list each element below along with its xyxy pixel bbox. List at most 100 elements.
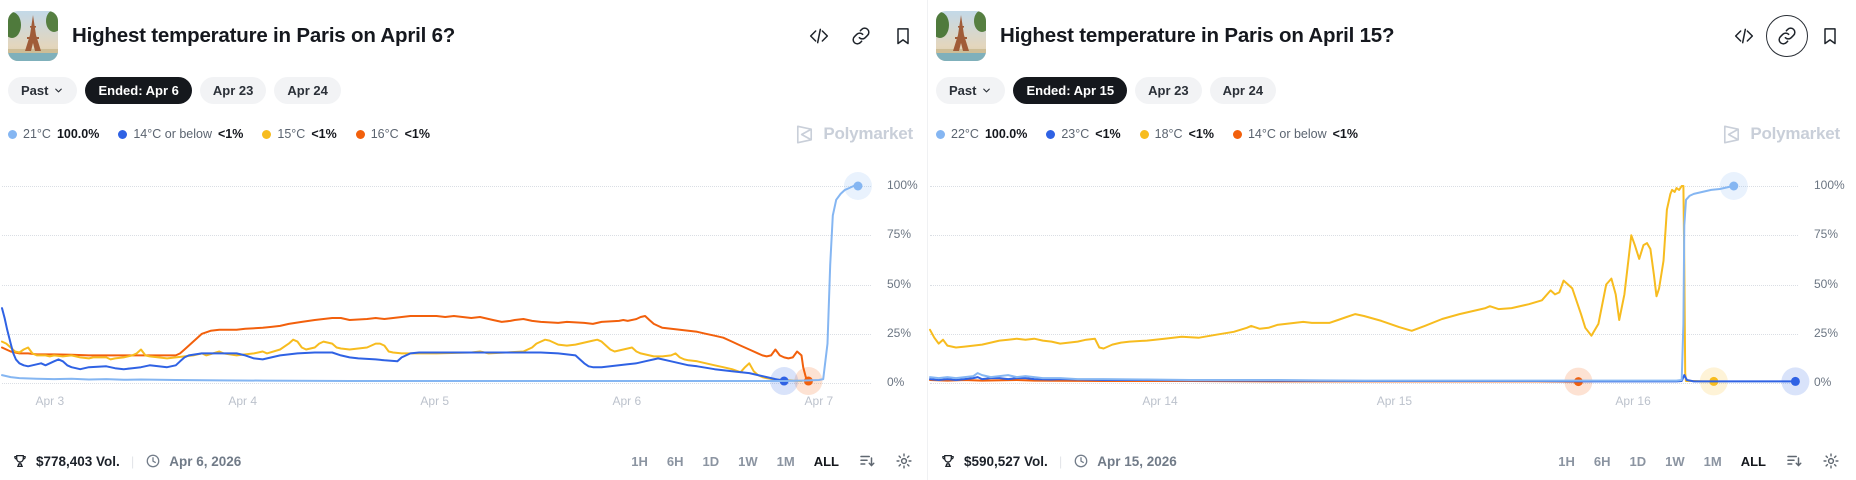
end-date: Apr 6, 2026 bbox=[169, 453, 242, 469]
legend-item: 15°C <1% bbox=[262, 127, 337, 141]
bookmark-icon[interactable] bbox=[1820, 26, 1840, 46]
range-1m[interactable]: 1M bbox=[1703, 453, 1722, 469]
embed-code-icon[interactable] bbox=[1734, 26, 1754, 46]
date-chip-apr-24[interactable]: Apr 24 bbox=[274, 77, 341, 104]
x-axis-label: Apr 7 bbox=[804, 394, 834, 408]
legend-watermark-row: 22°C 100.0% 23°C <1% 18°C <1% 14°C or below… bbox=[936, 124, 1840, 143]
range-1w[interactable]: 1W bbox=[738, 453, 758, 469]
gridline bbox=[2, 383, 871, 384]
embed-code-icon[interactable] bbox=[809, 26, 829, 46]
series-line-18-c bbox=[929, 185, 1715, 383]
price-chart[interactable]: 100% 75% 50% 25% 0% Apr 3 Apr 4 Apr 5 Apr 6 Apr 7 bbox=[0, 153, 927, 415]
end-date: Apr 15, 2026 bbox=[1097, 453, 1177, 469]
legend-value: 100.0% bbox=[56, 127, 100, 141]
series-line-22-c bbox=[929, 185, 1735, 382]
market-image-eiffel-tower bbox=[8, 11, 58, 61]
chevron-down-icon bbox=[983, 88, 991, 93]
y-axis-label: 75% bbox=[1814, 227, 1839, 242]
legend-watermark-row: 21°C 100.0% 14°C or below <1% 15°C <1% 16°C… bbox=[8, 123, 913, 146]
legend-value: <1% bbox=[404, 127, 430, 141]
y-axis-label: 0% bbox=[887, 375, 905, 389]
polymarket-watermark: Polymarket bbox=[793, 123, 913, 146]
legend-dot bbox=[262, 129, 272, 139]
date-chip-apr-23[interactable]: Apr 23 bbox=[199, 77, 267, 104]
x-axis-label: Apr 5 bbox=[420, 394, 450, 408]
polymarket-logo-icon bbox=[797, 125, 813, 143]
price-chart[interactable]: 100% 75% 50% 25% 0% Apr 14 Apr 15 Apr 16 bbox=[928, 153, 1854, 415]
copy-link-icon[interactable] bbox=[851, 26, 871, 46]
range-1w[interactable]: 1W bbox=[1665, 453, 1685, 469]
legend-label: 18°C bbox=[1154, 127, 1183, 141]
range-1d[interactable]: 1D bbox=[702, 453, 720, 469]
series-line-21-c bbox=[1, 185, 859, 382]
chart-canvas bbox=[1, 172, 872, 396]
range-6h[interactable]: 6H bbox=[666, 453, 684, 469]
past-dropdown[interactable]: Past bbox=[8, 77, 78, 104]
legend-value: <1% bbox=[311, 127, 337, 141]
legend-dot bbox=[1139, 129, 1149, 139]
y-axis-label: 50% bbox=[1814, 276, 1839, 291]
legend-label: 14°C or below bbox=[133, 127, 212, 141]
gridline bbox=[2, 333, 871, 335]
legend-dot bbox=[1046, 129, 1056, 139]
gear-icon[interactable] bbox=[895, 452, 913, 470]
range-all[interactable]: ALL bbox=[1740, 453, 1766, 469]
volume-value: $778,403 Vol. bbox=[36, 453, 120, 469]
watermark-text: Polymarket bbox=[1750, 124, 1840, 143]
past-dropdown[interactable]: Past bbox=[936, 77, 1006, 104]
header-actions bbox=[1734, 15, 1840, 57]
legend-label: 14°C or below bbox=[1247, 127, 1327, 141]
legend-item: 23°C <1% bbox=[1046, 127, 1121, 141]
date-chip-apr-23[interactable]: Apr 23 bbox=[1135, 77, 1202, 104]
market-image-eiffel-tower bbox=[936, 11, 986, 61]
legend-label: 21°C bbox=[23, 127, 51, 141]
volume-value: $590,527 Vol. bbox=[964, 453, 1048, 469]
bookmark-icon[interactable] bbox=[893, 26, 913, 46]
legend-label: 23°C bbox=[1061, 127, 1090, 141]
date-chip-apr-24[interactable]: Apr 24 bbox=[1209, 77, 1277, 104]
legend-value: 100.0% bbox=[984, 127, 1028, 141]
past-dropdown-label: Past bbox=[21, 83, 49, 98]
x-axis-label: Apr 14 bbox=[1142, 394, 1178, 408]
sort-descending-icon[interactable] bbox=[1785, 452, 1803, 470]
market-card-apr-15: Highest temperature in Paris on April 15… bbox=[927, 0, 1854, 480]
card-header: Highest temperature in Paris on April 6? bbox=[0, 0, 927, 64]
x-axis-label: Apr 6 bbox=[612, 394, 642, 408]
chevron-down-icon bbox=[55, 88, 63, 93]
range-1m[interactable]: 1M bbox=[776, 453, 795, 469]
past-dropdown-label: Past bbox=[949, 83, 977, 98]
copy-link-button[interactable] bbox=[1766, 15, 1808, 57]
legend-value: <1% bbox=[1188, 127, 1214, 141]
gridline bbox=[2, 235, 871, 237]
gridline bbox=[930, 186, 1798, 187]
sort-descending-icon[interactable] bbox=[858, 452, 876, 470]
gear-icon[interactable] bbox=[1822, 452, 1840, 470]
header-actions bbox=[809, 26, 913, 46]
range-1h[interactable]: 1H bbox=[1558, 453, 1575, 469]
x-axis-label: Apr 3 bbox=[35, 394, 65, 408]
gridline bbox=[930, 284, 1798, 286]
watermark-text: Polymarket bbox=[823, 124, 913, 143]
copy-link-icon bbox=[1778, 27, 1796, 45]
gridline bbox=[2, 284, 871, 286]
card-footer: $590,527 Vol. | Apr 15, 2026 1H 6H 1D 1W… bbox=[928, 452, 1854, 470]
legend-item: 18°C <1% bbox=[1139, 127, 1214, 141]
ended-date-pill[interactable]: Ended: Apr 15 bbox=[1013, 77, 1128, 104]
y-axis-label: 0% bbox=[1814, 375, 1832, 389]
endpoint-dot bbox=[1790, 376, 1800, 386]
gridline bbox=[930, 333, 1798, 335]
clock-icon bbox=[1074, 454, 1088, 468]
chart-canvas bbox=[929, 172, 1810, 396]
market-title: Highest temperature in Paris on April 6? bbox=[72, 24, 456, 47]
range-6h[interactable]: 6H bbox=[1593, 453, 1611, 469]
x-axis-label: Apr 4 bbox=[228, 394, 258, 408]
market-card-apr-6: Highest temperature in Paris on April 6?… bbox=[0, 0, 927, 480]
ended-date-pill[interactable]: Ended: Apr 6 bbox=[85, 77, 192, 104]
series-line-14-c-or-below bbox=[1, 307, 786, 382]
filter-row: Past Ended: Apr 15 Apr 23 Apr 24 bbox=[936, 77, 1854, 104]
range-all[interactable]: ALL bbox=[813, 453, 839, 469]
range-1h[interactable]: 1H bbox=[631, 453, 648, 469]
range-1d[interactable]: 1D bbox=[1629, 453, 1647, 469]
trophy-icon bbox=[14, 455, 26, 467]
